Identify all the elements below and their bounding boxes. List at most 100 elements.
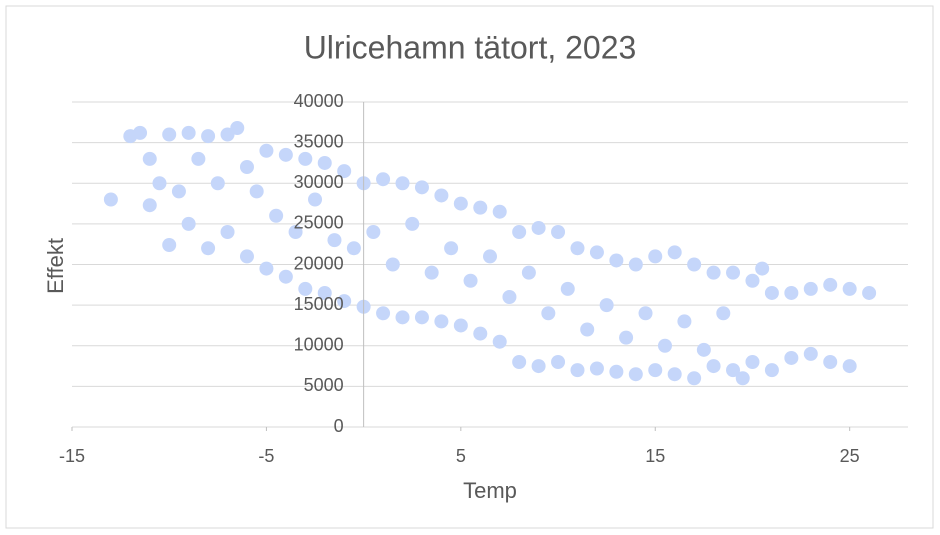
point — [745, 355, 760, 369]
point — [405, 216, 420, 231]
point — [512, 225, 527, 239]
point — [706, 265, 721, 280]
axes: 0 5000 10000 15000 20000 25000 30000 35000 40000… — [59, 91, 860, 466]
point — [152, 176, 167, 191]
point — [181, 125, 196, 140]
point — [337, 164, 352, 179]
point — [628, 257, 643, 272]
point — [531, 220, 546, 235]
y-tick-label: 40000 — [294, 91, 344, 111]
chart-title: Ulricehamn tätort, 2023 — [304, 29, 637, 65]
point — [706, 359, 721, 374]
x-tick-label: 25 — [840, 446, 860, 466]
point — [414, 310, 429, 325]
point — [259, 261, 274, 276]
point — [385, 257, 400, 272]
point — [288, 225, 303, 239]
point — [551, 225, 566, 239]
x-tick-label: -15 — [59, 446, 85, 466]
point — [346, 241, 361, 256]
point — [648, 249, 663, 264]
y-tick-label: 15000 — [294, 294, 344, 314]
point — [862, 285, 877, 300]
point — [609, 364, 624, 379]
point — [337, 294, 352, 309]
point — [657, 338, 672, 353]
point — [570, 241, 585, 256]
point — [696, 342, 711, 357]
point — [473, 200, 488, 215]
point — [269, 208, 284, 223]
point — [492, 204, 507, 219]
point — [327, 233, 342, 248]
point — [142, 151, 157, 166]
point — [249, 184, 264, 199]
point — [259, 143, 274, 158]
point — [745, 273, 760, 288]
point — [366, 225, 381, 239]
point — [755, 261, 770, 276]
point — [648, 363, 663, 378]
y-axis-label: Effekt — [43, 238, 68, 294]
point — [414, 180, 429, 195]
point — [230, 121, 245, 135]
point — [376, 306, 391, 321]
point — [667, 245, 682, 260]
point — [735, 371, 750, 386]
point — [667, 367, 682, 382]
point — [201, 241, 216, 256]
point — [171, 184, 186, 199]
point — [434, 188, 449, 203]
point — [162, 238, 177, 252]
point — [541, 306, 556, 321]
point — [589, 361, 604, 376]
point — [103, 192, 118, 207]
y-tick-label: 5000 — [304, 375, 344, 395]
point — [376, 172, 391, 187]
point — [551, 355, 566, 369]
point — [570, 363, 585, 378]
point — [764, 363, 779, 378]
point — [687, 257, 702, 272]
point — [278, 269, 293, 284]
point — [395, 176, 410, 191]
point — [803, 346, 818, 361]
point — [580, 322, 595, 337]
y-tick-label: 25000 — [294, 213, 344, 233]
y-tick-label: 20000 — [294, 253, 344, 273]
point — [823, 277, 838, 292]
point — [483, 249, 497, 264]
point — [210, 176, 225, 191]
point — [492, 334, 507, 349]
point — [162, 127, 177, 142]
point — [803, 281, 818, 296]
point — [298, 281, 313, 296]
point — [677, 314, 692, 329]
point — [133, 125, 148, 140]
point — [784, 350, 799, 365]
chart-frame — [5, 5, 934, 529]
y-tick-label: 10000 — [294, 335, 344, 355]
point — [823, 355, 838, 369]
point — [638, 306, 653, 321]
y-tick-label: 0 — [334, 416, 344, 436]
point — [298, 151, 313, 166]
point — [239, 160, 254, 174]
point — [424, 265, 439, 280]
point — [687, 371, 702, 386]
x-tick-label: 15 — [645, 446, 665, 466]
point — [842, 359, 857, 374]
point — [191, 151, 206, 166]
point — [589, 245, 604, 260]
point — [278, 147, 293, 162]
point — [434, 314, 449, 329]
point — [142, 198, 157, 213]
point — [764, 285, 779, 300]
point — [317, 155, 332, 170]
point — [220, 225, 235, 239]
point — [726, 363, 741, 378]
point — [784, 285, 799, 300]
point — [453, 196, 468, 211]
point — [512, 355, 527, 369]
